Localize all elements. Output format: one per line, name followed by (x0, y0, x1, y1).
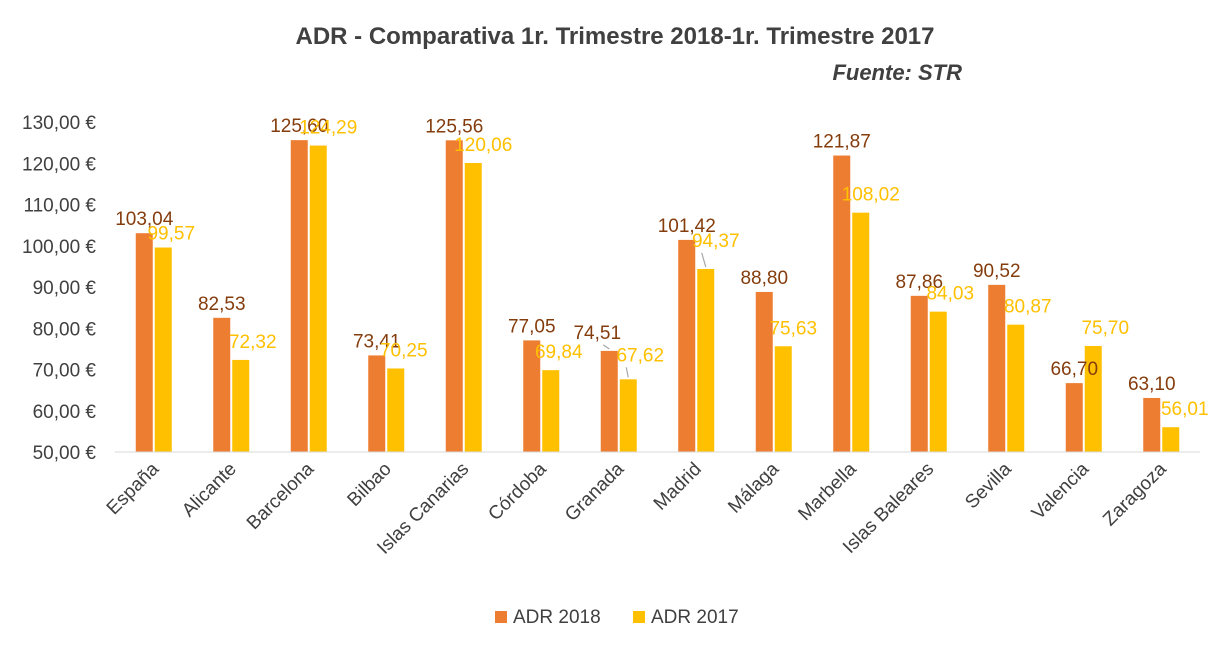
data-label: 77,05 (508, 316, 556, 337)
y-tick-label: 90,00 € (33, 278, 97, 299)
x-tick-label: Madrid (650, 459, 706, 515)
data-label: 73,41 (353, 331, 401, 352)
leader-line (625, 367, 629, 378)
bar-adr-2018 (1143, 397, 1161, 452)
y-tick-label: 100,00 € (22, 237, 96, 258)
data-label: 125,56 (425, 116, 483, 137)
data-label: 56,01 (1161, 399, 1209, 420)
bar-adr-2018 (988, 284, 1006, 452)
data-label: 99,57 (147, 224, 195, 245)
y-tick-label: 70,00 € (33, 361, 97, 382)
bar-adr-2017 (464, 163, 482, 452)
y-tick-label: 50,00 € (33, 443, 97, 464)
x-tick-label: Zaragoza (1099, 458, 1171, 530)
legend-label: ADR 2018 (513, 607, 601, 628)
bars (135, 140, 1180, 452)
bar-adr-2017 (1084, 345, 1102, 452)
data-label: 101,42 (658, 216, 716, 237)
data-label: 108,02 (842, 185, 900, 206)
bar-adr-2018 (523, 340, 541, 452)
y-tick-label: 60,00 € (33, 402, 97, 423)
bar-adr-2018 (135, 233, 153, 452)
data-label: 82,53 (198, 294, 246, 315)
bar-adr-2018 (755, 291, 773, 452)
data-label: 72,32 (229, 332, 277, 353)
chart-subtitle: Fuente: STR (832, 60, 962, 85)
legend-label: ADR 2017 (651, 607, 739, 628)
x-tick-label: Córdoba (484, 458, 551, 525)
bar-adr-2018 (1065, 383, 1083, 452)
data-label: 66,70 (1050, 359, 1098, 380)
bar-adr-2017 (852, 212, 870, 452)
x-tick-label: Valencia (1028, 458, 1094, 524)
leader-line (602, 344, 610, 350)
y-axis: 50,00 € 60,00 € 70,00 € 80,00 € 90,00 € 100,0… (22, 113, 96, 464)
data-label: 74,51 (573, 323, 621, 344)
data-label: 84,03 (926, 284, 974, 305)
data-label: 103,04 (115, 209, 174, 230)
data-label: 67,62 (616, 345, 664, 366)
data-label: 120,06 (454, 135, 512, 156)
bar-adr-2017 (309, 145, 327, 452)
data-label: 63,10 (1128, 374, 1176, 395)
leader-line (701, 252, 707, 268)
bar-adr-2017 (1162, 427, 1180, 452)
bar-adr-2017 (387, 368, 405, 452)
x-tick-label: Alicante (178, 459, 241, 522)
y-tick-label: 120,00 € (22, 154, 96, 175)
bar-adr-2018 (368, 355, 386, 452)
y-tick-label: 110,00 € (23, 196, 96, 217)
x-tick-label: Bilbao (344, 459, 396, 511)
data-label: 90,52 (973, 261, 1021, 282)
bar-adr-2017 (232, 359, 250, 452)
x-tick-label: Marbella (794, 458, 861, 525)
bar-adr-2017 (619, 379, 637, 452)
bar-adr-2017 (929, 311, 947, 452)
legend-swatch (495, 611, 507, 623)
bar-adr-2017 (697, 268, 715, 452)
bar-adr-2018 (833, 155, 851, 452)
data-label: 69,84 (535, 342, 583, 363)
bar-adr-2017 (154, 247, 172, 452)
x-tick-label: Sevilla (961, 458, 1016, 513)
bar-adr-2017 (1007, 324, 1025, 452)
y-tick-label: 80,00 € (33, 319, 97, 340)
x-tick-label: Granada (561, 458, 628, 525)
data-label: 121,87 (813, 132, 871, 153)
bar-adr-2018 (213, 317, 231, 452)
x-tick-label: Málaga (724, 458, 783, 517)
data-label: 88,80 (740, 268, 788, 289)
x-tick-label: Barcelona (243, 458, 319, 534)
bar-adr-2018 (445, 140, 463, 452)
data-label: 80,87 (1004, 297, 1052, 318)
data-label: 70,25 (380, 340, 428, 361)
bar-adr-2018 (678, 239, 696, 452)
leader-lines (602, 252, 707, 378)
data-label: 75,70 (1081, 318, 1129, 339)
legend: ADR 2018 ADR 2017 (495, 607, 739, 628)
data-label: 125,60 (270, 116, 328, 137)
y-tick-label: 130,00 € (22, 113, 96, 134)
data-label: 75,63 (769, 318, 817, 339)
data-label: 94,37 (692, 231, 740, 252)
x-tick-label: España (103, 458, 164, 519)
data-label: 87,86 (895, 272, 943, 293)
legend-swatch (633, 611, 645, 623)
data-label: 124,29 (299, 118, 357, 139)
bar-adr-2017 (774, 346, 792, 452)
bar-adr-2018 (290, 140, 308, 452)
bar-adr-2018 (910, 295, 928, 452)
chart-title: ADR - Comparativa 1r. Trimestre 2018-1r.… (296, 23, 935, 50)
bar-adr-2017 (542, 370, 560, 452)
bar-adr-2018 (600, 350, 618, 452)
